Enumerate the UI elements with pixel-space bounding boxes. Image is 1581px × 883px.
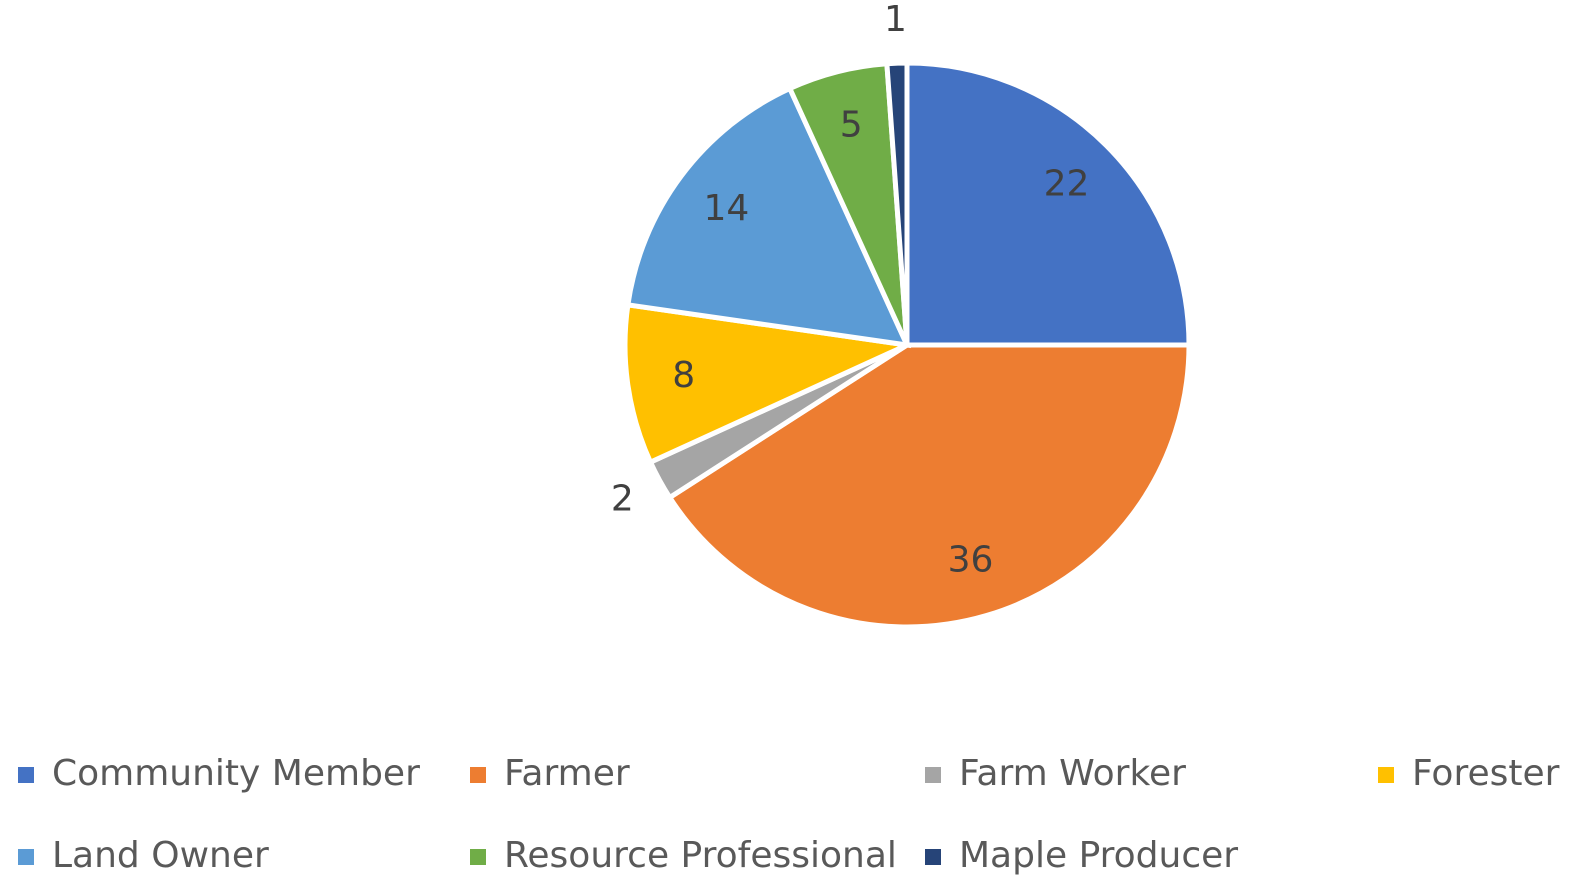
data-label: 1 — [884, 0, 907, 40]
data-label: 36 — [948, 539, 994, 580]
legend-marker — [470, 767, 486, 783]
legend-label: Forester — [1412, 753, 1560, 794]
data-label: 5 — [840, 104, 863, 145]
legend-label: Resource Professional — [504, 835, 897, 876]
legend-marker — [1378, 767, 1394, 783]
legend-marker — [925, 849, 941, 865]
pie-slice — [904, 60, 1192, 348]
data-label: 8 — [672, 355, 695, 396]
legend-marker — [18, 849, 34, 865]
data-label: 22 — [1044, 163, 1090, 204]
legend-label: Community Member — [52, 753, 420, 794]
legend-label: Farm Worker — [959, 753, 1186, 794]
legend-label: Farmer — [504, 753, 630, 794]
legend-marker — [18, 767, 34, 783]
legend-label: Land Owner — [52, 835, 269, 876]
pie-slice — [622, 302, 916, 466]
data-label: 14 — [703, 188, 749, 229]
legend-label: Maple Producer — [959, 835, 1238, 876]
pie-slice — [625, 85, 912, 349]
data-label: 2 — [611, 478, 634, 519]
legend-marker — [470, 849, 486, 865]
pie-slice — [884, 60, 910, 346]
legend-marker — [925, 767, 941, 783]
